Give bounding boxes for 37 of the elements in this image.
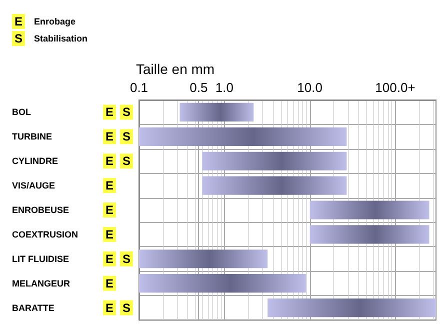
y-tick-label: ENROBEUSE	[12, 205, 70, 215]
text: E	[14, 14, 23, 28]
bar	[268, 298, 436, 318]
y-tick-label: TURBINE	[12, 132, 52, 142]
y-tick-label: BOL	[12, 107, 32, 118]
bar	[180, 102, 254, 122]
text: E S	[105, 252, 131, 266]
bar	[202, 176, 347, 195]
y-tick-label: BARATTE	[12, 302, 54, 313]
y-tick-label: LIT FLUIDISE	[12, 254, 69, 264]
text: E	[105, 276, 114, 290]
text: S	[14, 32, 23, 46]
text: E S	[105, 300, 131, 315]
text: Stabilisation	[34, 34, 88, 44]
bar	[139, 274, 306, 293]
text: E S	[105, 154, 131, 168]
bar	[139, 127, 347, 146]
bar	[310, 225, 430, 244]
text: E	[105, 227, 114, 242]
x-axis-title: Taille en mm	[136, 61, 215, 77]
text: E	[105, 178, 114, 193]
text: E S	[105, 130, 131, 144]
x-tick-label: 10.0	[297, 80, 322, 95]
x-tick-label: 0.1	[130, 80, 148, 95]
y-tick-label: MELANGEUR	[12, 278, 70, 288]
bar	[202, 152, 347, 170]
x-tick-label: 100.0+	[375, 80, 416, 95]
text: E	[105, 203, 114, 217]
x-tick-label: 0.5	[190, 80, 208, 95]
text: Enrobage	[34, 16, 76, 26]
text: E S	[105, 105, 131, 120]
y-tick-label: VIS/AUGE	[12, 180, 56, 191]
y-tick-label: CYLINDRE	[12, 156, 58, 166]
bar	[310, 200, 430, 220]
y-tick-label: COEXTRUSION	[12, 229, 78, 240]
x-tick-label: 1.0	[215, 80, 234, 95]
bar	[139, 250, 268, 268]
